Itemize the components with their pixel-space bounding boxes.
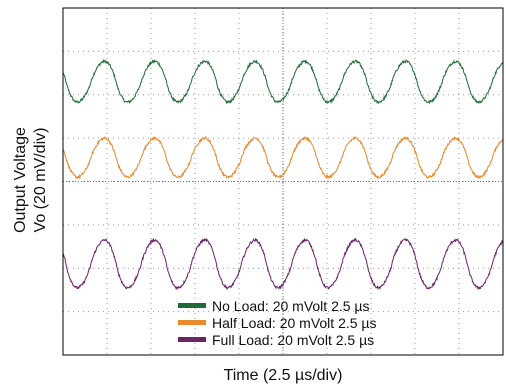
trace-no-load	[62, 58, 504, 105]
trace-half-load	[62, 135, 504, 181]
x-axis-label: Time (2.5 µs/div)	[224, 367, 343, 384]
trace-full-load	[62, 237, 504, 291]
legend-label-half-load: Half Load: 20 mVolt 2.5 µs	[212, 315, 377, 331]
legend-swatch-full-load	[178, 337, 206, 342]
y-axis-label-line-2: Vo (20 mV/div)	[32, 128, 49, 233]
legend-label-full-load: Full Load: 20 mVolt 2.5 µs	[212, 332, 374, 348]
grid	[63, 8, 503, 355]
legend-swatch-half-load	[178, 320, 206, 325]
traces	[62, 58, 504, 291]
legend-swatch-no-load	[178, 303, 206, 308]
legend-label-no-load: No Load: 20 mVolt 2.5 µs	[212, 298, 370, 314]
plot-frame	[62, 7, 504, 356]
y-axis-label-line-1: Output Voltage	[12, 127, 29, 233]
